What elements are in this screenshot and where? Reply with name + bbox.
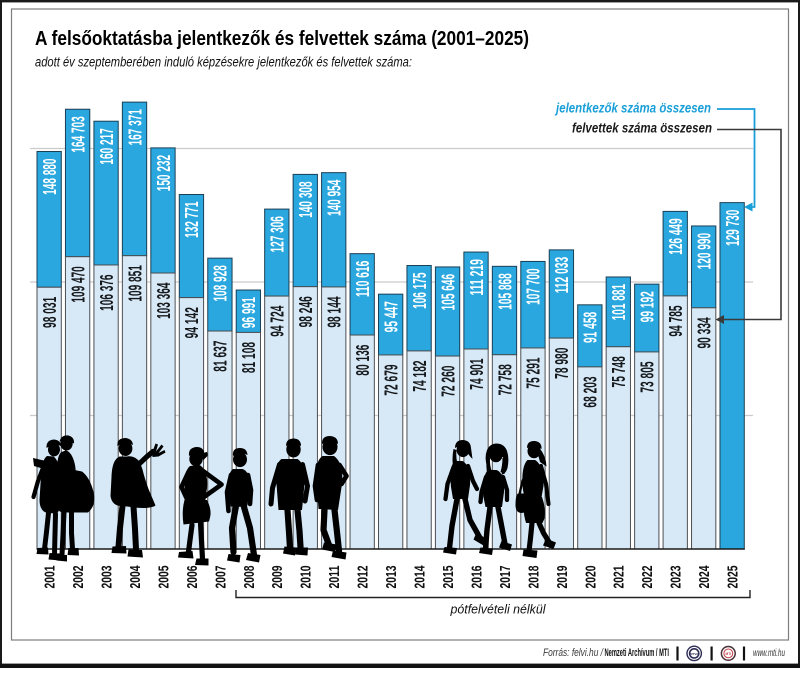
svg-text:94 724: 94 724 <box>267 305 288 337</box>
svg-text:2022: 2022 <box>639 566 656 589</box>
svg-text:2006: 2006 <box>184 566 201 589</box>
svg-text:2019: 2019 <box>554 566 571 589</box>
svg-text:pótfelvételi nélkül: pótfelvételi nélkül <box>450 603 547 617</box>
svg-text:2001: 2001 <box>42 566 59 589</box>
svg-text:jelentkezők száma összesen: jelentkezők száma összesen <box>554 101 711 116</box>
svg-text:adott év szeptemberében induló: adott év szeptemberében induló képzésekr… <box>35 55 412 70</box>
svg-text:150 232: 150 232 <box>153 155 174 191</box>
svg-text:109 851: 109 851 <box>124 265 145 301</box>
svg-text:110 616: 110 616 <box>352 261 373 297</box>
svg-text:148 880: 148 880 <box>39 158 60 194</box>
svg-text:94 142: 94 142 <box>181 307 202 338</box>
svg-text:120 990: 120 990 <box>693 233 714 269</box>
svg-text:2023: 2023 <box>668 566 685 589</box>
svg-text:2017: 2017 <box>497 566 514 589</box>
svg-text:129 730: 129 730 <box>722 210 743 246</box>
svg-text:98 144: 98 144 <box>324 296 345 328</box>
svg-text:74 182: 74 182 <box>409 360 430 391</box>
svg-text:90 334: 90 334 <box>693 317 714 349</box>
svg-text:2005: 2005 <box>155 566 172 589</box>
svg-text:108 928: 108 928 <box>210 265 231 301</box>
svg-text:109 470: 109 470 <box>67 266 88 302</box>
svg-text:2010: 2010 <box>298 566 315 589</box>
svg-text:MTI: MTI <box>726 652 732 656</box>
svg-text:2025: 2025 <box>725 566 742 589</box>
svg-text:98 246: 98 246 <box>295 296 316 327</box>
svg-text:107 700: 107 700 <box>523 268 544 304</box>
svg-text:81 108: 81 108 <box>238 342 259 373</box>
svg-text:felvettek száma összesen: felvettek száma összesen <box>572 121 712 136</box>
svg-text:95 447: 95 447 <box>380 301 401 332</box>
svg-text:81 637: 81 637 <box>210 341 231 372</box>
svg-text:2002: 2002 <box>70 566 87 589</box>
svg-text:140 954: 140 954 <box>324 179 345 216</box>
svg-text:2007: 2007 <box>212 566 229 589</box>
svg-text:78 980: 78 980 <box>551 348 572 379</box>
svg-text:2014: 2014 <box>412 565 429 588</box>
svg-text:160 217: 160 217 <box>96 128 117 164</box>
svg-text:91 458: 91 458 <box>580 312 601 343</box>
svg-text:www.mti.hu: www.mti.hu <box>753 647 785 659</box>
svg-text:75 291: 75 291 <box>523 357 544 388</box>
svg-text:2012: 2012 <box>355 566 372 589</box>
svg-text:2013: 2013 <box>383 566 400 589</box>
svg-text:99 192: 99 192 <box>637 291 658 322</box>
svg-text:167 371: 167 371 <box>124 109 145 145</box>
svg-text:96 991: 96 991 <box>238 297 259 328</box>
svg-text:75 748: 75 748 <box>608 356 629 387</box>
svg-text:94 785: 94 785 <box>665 305 686 336</box>
svg-text:103 364: 103 364 <box>153 282 174 319</box>
svg-text:2020: 2020 <box>582 566 599 589</box>
svg-text:112 033: 112 033 <box>551 257 572 293</box>
svg-text:105 646: 105 646 <box>437 274 458 310</box>
svg-text:72 758: 72 758 <box>494 364 515 395</box>
svg-text:106 175: 106 175 <box>409 273 430 309</box>
svg-text:80 136: 80 136 <box>352 345 373 376</box>
svg-text:98 031: 98 031 <box>39 297 60 328</box>
svg-text:2021: 2021 <box>611 566 628 589</box>
svg-text:68 203: 68 203 <box>580 376 601 407</box>
svg-text:MTVA: MTVA <box>690 652 699 656</box>
svg-text:Forrás: felvi.hu /: Forrás: felvi.hu / <box>543 647 604 659</box>
svg-text:Nemzeti Archívum / MTI: Nemzeti Archívum / MTI <box>605 647 670 659</box>
svg-text:2015: 2015 <box>440 566 457 589</box>
svg-text:101 881: 101 881 <box>608 284 629 320</box>
svg-text:132 771: 132 771 <box>181 202 202 238</box>
svg-text:111 219: 111 219 <box>466 259 487 295</box>
svg-text:2004: 2004 <box>127 565 144 588</box>
svg-text:2024: 2024 <box>696 565 713 588</box>
svg-text:106 376: 106 376 <box>96 274 117 310</box>
svg-text:74 901: 74 901 <box>466 359 487 390</box>
svg-text:140 308: 140 308 <box>295 181 316 217</box>
svg-text:105 868: 105 868 <box>494 273 515 309</box>
svg-text:2016: 2016 <box>468 566 485 589</box>
svg-text:127 306: 127 306 <box>267 216 288 252</box>
svg-text:126 449: 126 449 <box>665 218 686 254</box>
svg-text:2009: 2009 <box>269 566 286 589</box>
svg-text:73 805: 73 805 <box>637 361 658 392</box>
svg-text:164 703: 164 703 <box>67 116 88 152</box>
svg-text:2008: 2008 <box>241 566 258 589</box>
svg-text:2011: 2011 <box>326 566 343 589</box>
svg-text:2003: 2003 <box>98 566 115 589</box>
svg-text:A felsőoktatásba jelentkezők é: A felsőoktatásba jelentkezők és felvette… <box>35 28 529 50</box>
svg-text:72 679: 72 679 <box>380 364 401 395</box>
svg-text:2018: 2018 <box>525 566 542 589</box>
svg-text:72 260: 72 260 <box>437 366 458 397</box>
